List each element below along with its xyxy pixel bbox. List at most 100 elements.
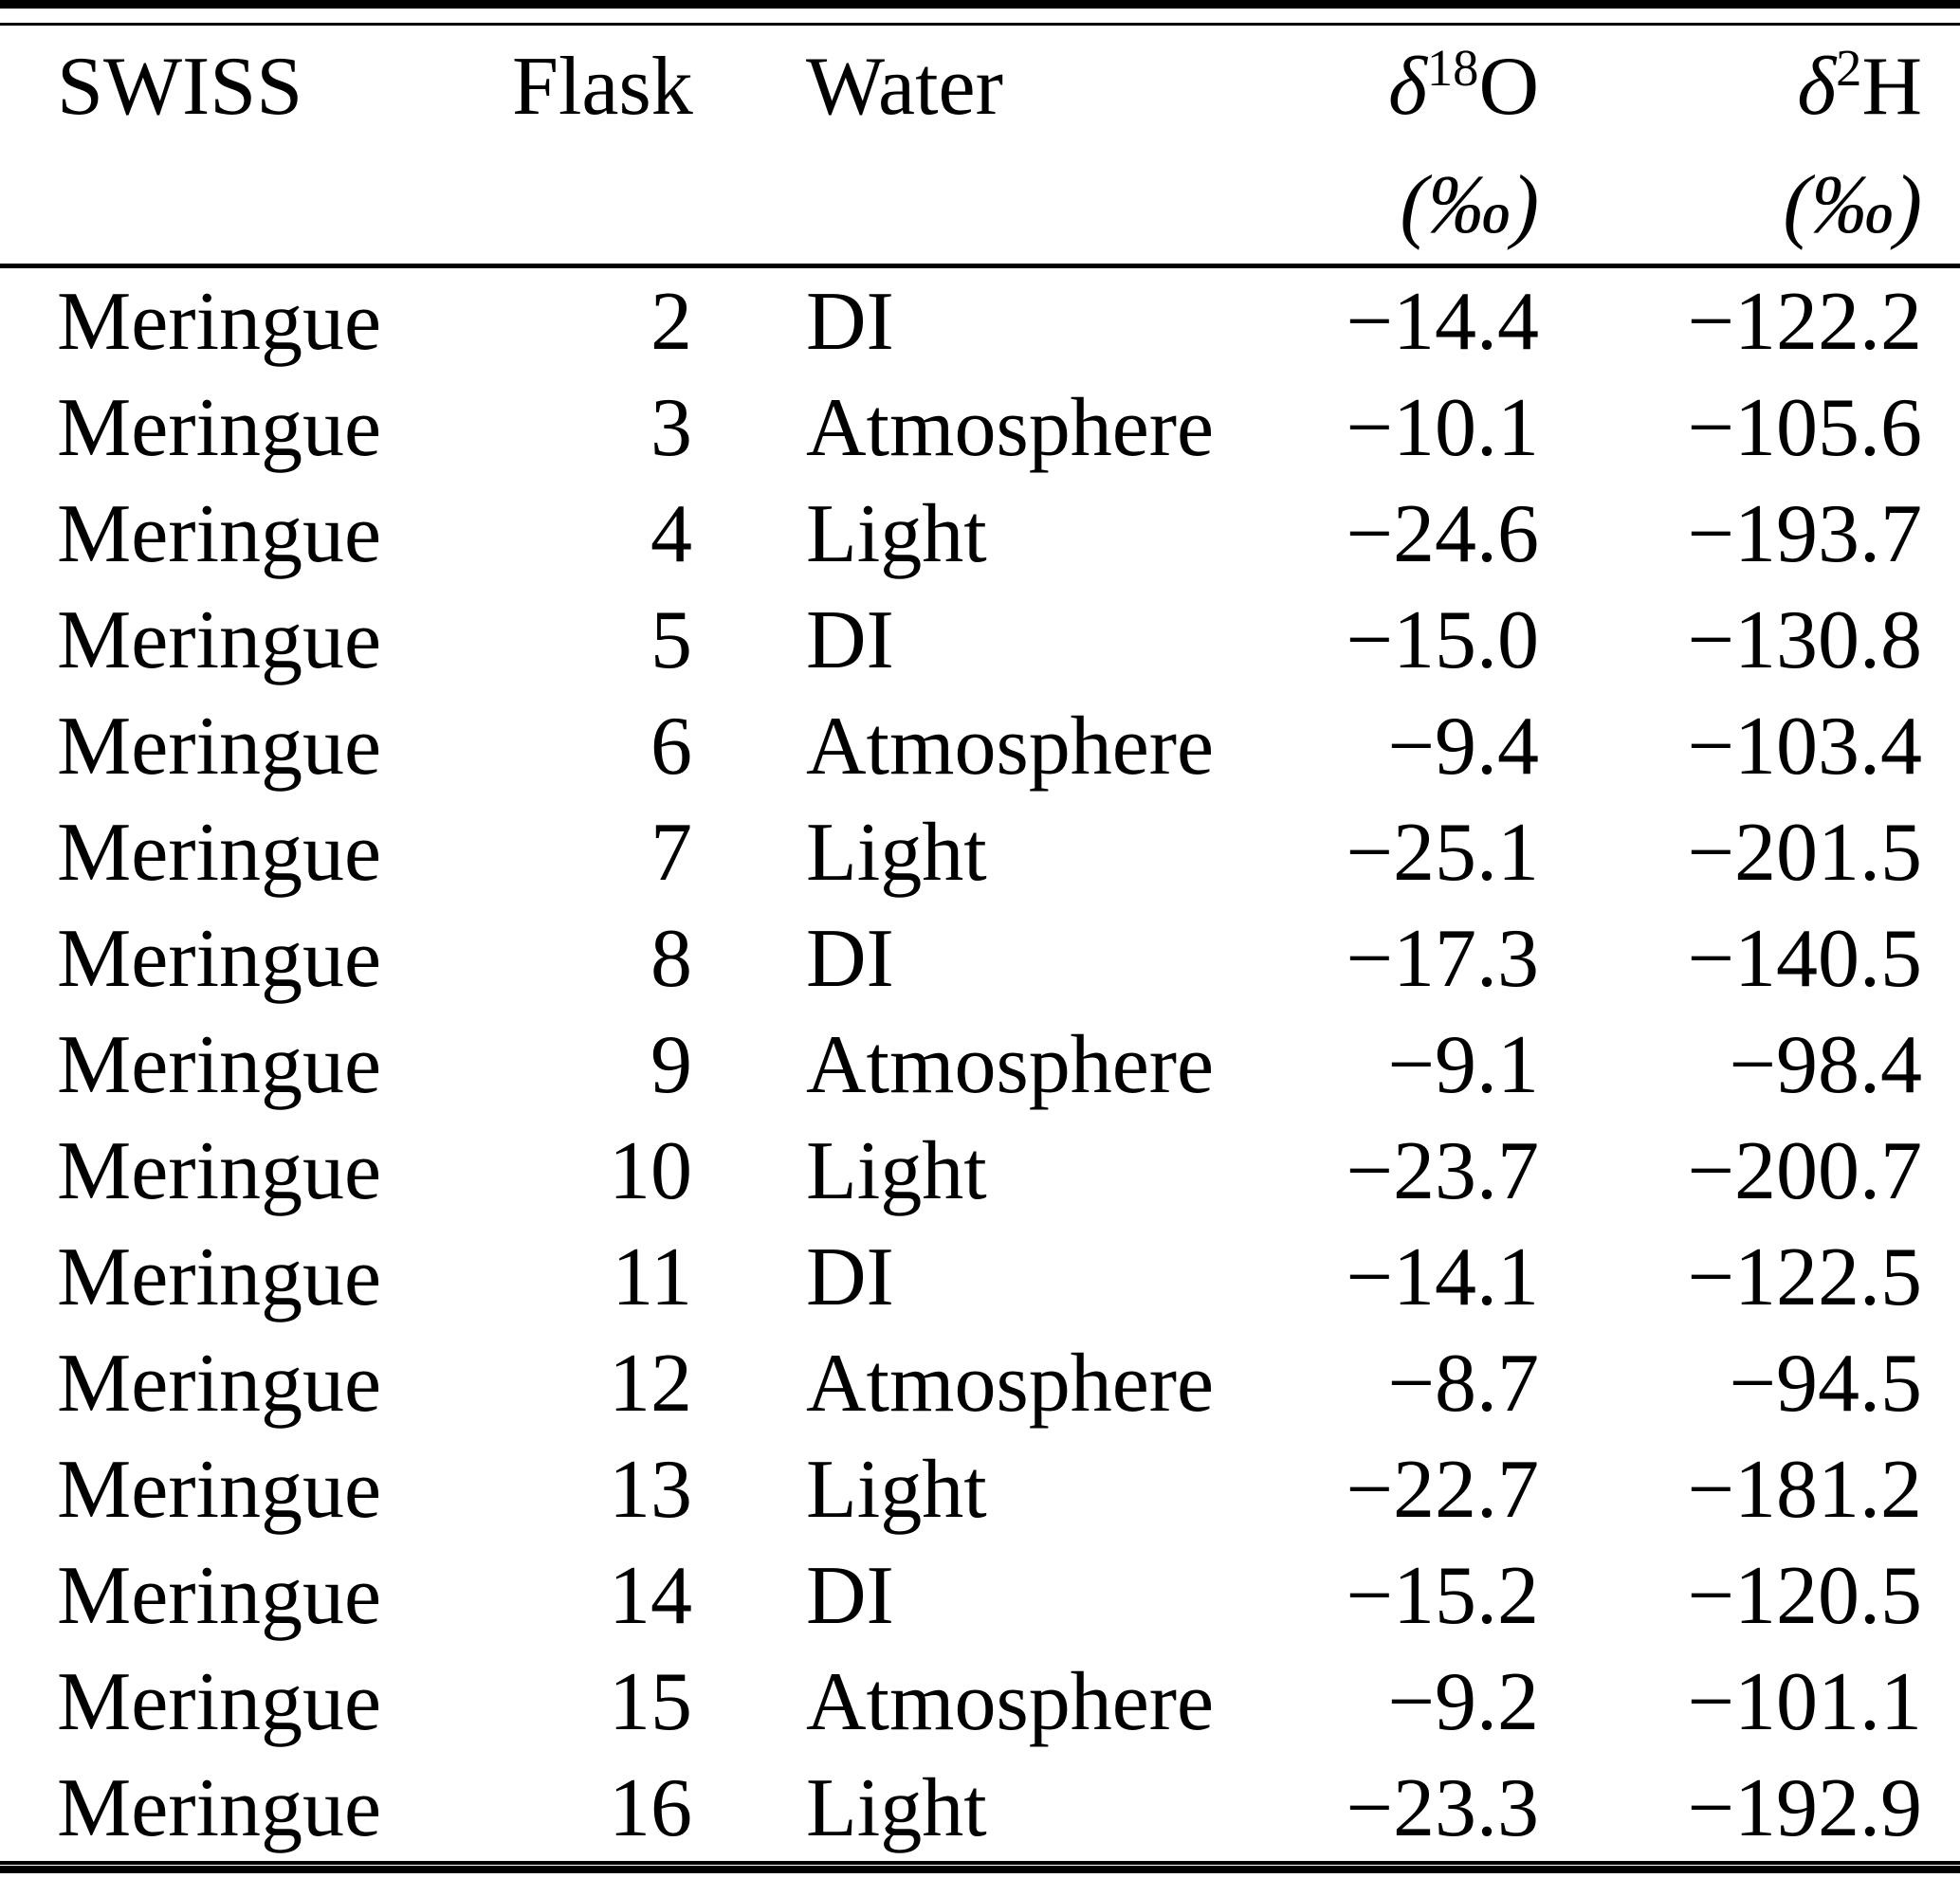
cell-water: Light bbox=[806, 1443, 987, 1536]
cell-flask: 13 bbox=[609, 1443, 692, 1536]
col-header-swiss: SWISS bbox=[57, 40, 303, 133]
cell-sample: Meringue bbox=[57, 487, 382, 580]
cell-sample: Meringue bbox=[57, 275, 382, 368]
cell-d2h: −122.5 bbox=[1687, 1231, 1922, 1323]
delta-symbol: δ bbox=[1797, 40, 1837, 133]
col-header-flask: Flask bbox=[512, 40, 693, 133]
cell-d2h: −105.6 bbox=[1687, 381, 1922, 474]
col-header-water: Water bbox=[806, 40, 1003, 133]
cell-d18o: −9.1 bbox=[1387, 1018, 1539, 1111]
cell-flask: 3 bbox=[650, 381, 692, 474]
cell-flask: 10 bbox=[609, 1124, 692, 1217]
cell-water: DI bbox=[806, 1549, 894, 1642]
table-row: Meringue 9 Atmosphere −9.1 −98.4 bbox=[0, 1012, 1960, 1118]
cell-d2h: −98.4 bbox=[1729, 1018, 1922, 1111]
isotope-mass-superscript: 18 bbox=[1426, 38, 1479, 97]
table-row: Meringue 2 DI −14.4 −122.2 bbox=[0, 268, 1960, 374]
cell-d18o: −23.3 bbox=[1346, 1761, 1539, 1854]
table-row: Meringue 12 Atmosphere −8.7 −94.5 bbox=[0, 1330, 1960, 1436]
top-thin-rule bbox=[0, 23, 1960, 26]
header-row-units: (‰) (‰) bbox=[0, 147, 1960, 264]
table-row: Meringue 7 Light −25.1 −201.5 bbox=[0, 799, 1960, 905]
table-header: SWISS Flask Water δ18O δ2H (‰) (‰) bbox=[0, 26, 1960, 264]
cell-d18o: −8.7 bbox=[1387, 1337, 1539, 1430]
cell-flask: 15 bbox=[609, 1655, 692, 1748]
cell-flask: 16 bbox=[609, 1761, 692, 1854]
table-row: Meringue 6 Atmosphere −9.4 −103.4 bbox=[0, 693, 1960, 799]
cell-sample: Meringue bbox=[57, 1231, 382, 1323]
table-row: Meringue 15 Atmosphere −9.2 −101.1 bbox=[0, 1649, 1960, 1755]
cell-water: Atmosphere bbox=[806, 700, 1215, 793]
col-header-delta2h: δ2H bbox=[1539, 39, 1922, 135]
cell-flask: 14 bbox=[609, 1549, 692, 1642]
cell-flask: 12 bbox=[609, 1337, 692, 1430]
cell-d2h: −192.9 bbox=[1687, 1761, 1922, 1854]
table-row: Meringue 11 DI −14.1 −122.5 bbox=[0, 1224, 1960, 1330]
cell-d18o: −9.4 bbox=[1387, 700, 1539, 793]
table-row: Meringue 16 Light −23.3 −192.9 bbox=[0, 1755, 1960, 1861]
cell-d2h: −140.5 bbox=[1687, 912, 1922, 1005]
header-row-labels: SWISS Flask Water δ18O δ2H bbox=[0, 26, 1960, 147]
units-d2h: (‰) bbox=[1783, 159, 1922, 251]
element-symbol: O bbox=[1478, 40, 1539, 133]
cell-water: Atmosphere bbox=[806, 381, 1215, 474]
cell-sample: Meringue bbox=[57, 1761, 382, 1854]
top-rule-gap bbox=[0, 9, 1960, 23]
cell-d2h: −201.5 bbox=[1687, 806, 1922, 899]
cell-water: DI bbox=[806, 275, 894, 368]
cell-d18o: −17.3 bbox=[1346, 912, 1539, 1005]
cell-d18o: −15.0 bbox=[1346, 593, 1539, 686]
cell-flask: 5 bbox=[650, 593, 692, 686]
header-separator-rule bbox=[0, 264, 1960, 268]
top-thick-rule bbox=[0, 0, 1960, 9]
cell-sample: Meringue bbox=[57, 806, 382, 899]
cell-water: Atmosphere bbox=[806, 1337, 1215, 1430]
cell-d2h: −193.7 bbox=[1687, 487, 1922, 580]
cell-d2h: −181.2 bbox=[1687, 1443, 1922, 1536]
cell-water: Light bbox=[806, 1124, 987, 1217]
cell-flask: 7 bbox=[650, 806, 692, 899]
cell-d18o: −24.6 bbox=[1346, 487, 1539, 580]
table-row: Meringue 5 DI −15.0 −130.8 bbox=[0, 587, 1960, 693]
cell-d18o: −15.2 bbox=[1346, 1549, 1539, 1642]
cell-flask: 6 bbox=[650, 700, 692, 793]
cell-d18o: −10.1 bbox=[1346, 381, 1539, 474]
units-d18o: (‰) bbox=[1400, 159, 1539, 251]
cell-water: Light bbox=[806, 1761, 987, 1854]
cell-d18o: −25.1 bbox=[1346, 806, 1539, 899]
cell-flask: 4 bbox=[650, 487, 692, 580]
cell-water: DI bbox=[806, 912, 894, 1005]
cell-d18o: −9.2 bbox=[1387, 1655, 1539, 1748]
element-symbol: H bbox=[1861, 40, 1922, 133]
cell-water: DI bbox=[806, 593, 894, 686]
cell-sample: Meringue bbox=[57, 1655, 382, 1748]
cell-sample: Meringue bbox=[57, 381, 382, 474]
col-header-delta18o: δ18O bbox=[1138, 39, 1539, 135]
cell-flask: 8 bbox=[650, 912, 692, 1005]
cell-d18o: −23.7 bbox=[1346, 1124, 1539, 1217]
table-row: Meringue 3 Atmosphere −10.1 −105.6 bbox=[0, 374, 1960, 481]
cell-d2h: −122.2 bbox=[1687, 275, 1922, 368]
cell-sample: Meringue bbox=[57, 1443, 382, 1536]
table-row: Meringue 13 Light −22.7 −181.2 bbox=[0, 1436, 1960, 1542]
table-row: Meringue 14 DI −15.2 −120.5 bbox=[0, 1542, 1960, 1649]
cell-d2h: −103.4 bbox=[1687, 700, 1922, 793]
table-row: Meringue 8 DI −17.3 −140.5 bbox=[0, 905, 1960, 1012]
bottom-thick-rule bbox=[0, 1866, 1960, 1873]
table-row: Meringue 10 Light −23.7 −200.7 bbox=[0, 1118, 1960, 1224]
cell-flask: 11 bbox=[612, 1231, 692, 1323]
cell-sample: Meringue bbox=[57, 593, 382, 686]
table-body: Meringue 2 DI −14.4 −122.2 Meringue 3 At… bbox=[0, 268, 1960, 1861]
cell-d18o: −14.1 bbox=[1346, 1231, 1539, 1323]
cell-sample: Meringue bbox=[57, 700, 382, 793]
cell-water: Atmosphere bbox=[806, 1655, 1215, 1748]
delta-symbol: δ bbox=[1387, 40, 1427, 133]
table-row: Meringue 4 Light −24.6 −193.7 bbox=[0, 481, 1960, 587]
cell-d2h: −120.5 bbox=[1687, 1549, 1922, 1642]
cell-water: Atmosphere bbox=[806, 1018, 1215, 1111]
cell-d2h: −94.5 bbox=[1729, 1337, 1922, 1430]
cell-sample: Meringue bbox=[57, 1337, 382, 1430]
cell-d2h: −130.8 bbox=[1687, 593, 1922, 686]
cell-flask: 9 bbox=[650, 1018, 692, 1111]
